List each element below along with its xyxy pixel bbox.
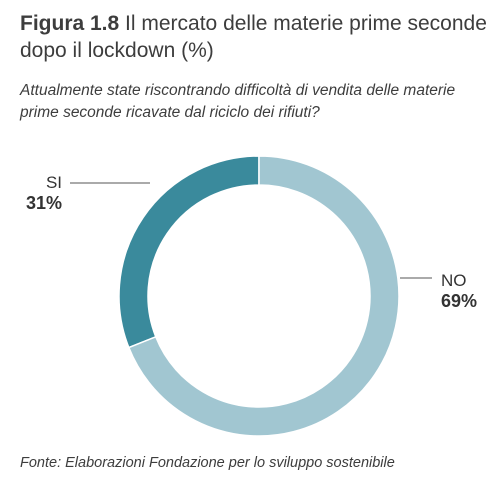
- slice-label-si: SI 31%: [18, 172, 62, 214]
- category-label-no: NO: [441, 271, 467, 290]
- donut-slice-no: [127, 155, 400, 437]
- donut-slice-si: [118, 155, 260, 349]
- survey-question: Attualmente state riscontrando difficolt…: [20, 82, 456, 121]
- donut-chart: [70, 155, 432, 437]
- category-label-si: SI: [45, 173, 62, 192]
- value-label-no: 69%: [441, 291, 478, 311]
- slice-label-no: NO 69%: [441, 270, 491, 312]
- value-label-si: 31%: [25, 193, 62, 213]
- figure-label: Figura 1.8: [20, 12, 120, 35]
- source-note: Fonte: Elaborazioni Fondazione per lo sv…: [20, 455, 395, 471]
- figure-title-text: Il mercato delle materie prime seconde d…: [20, 12, 487, 62]
- figure-title: Figura 1.8 Il mercato delle materie prim…: [20, 10, 490, 64]
